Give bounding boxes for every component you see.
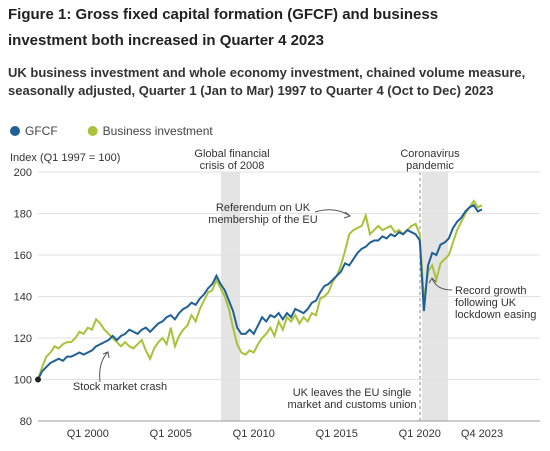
legend-swatch [87, 126, 98, 136]
annotation-arrow [428, 277, 437, 284]
legend-label: GFCF [25, 124, 58, 138]
annotation: lockdown easing [455, 309, 536, 321]
x-tick-label: Q1 2005 [150, 428, 192, 440]
x-tick-label: Q1 2000 [67, 428, 109, 440]
annotation: pandemic [406, 160, 454, 172]
x-tick-label: Q1 2015 [316, 428, 358, 440]
annotation: Global financial [194, 148, 269, 160]
legend-swatch [10, 126, 20, 136]
annotation-arrow [99, 351, 109, 383]
annotation: following UK [455, 297, 517, 309]
annotation-arrow [102, 351, 110, 359]
annotation: Referendum on UK [216, 202, 311, 214]
annotation-arrow [431, 277, 453, 291]
y-tick-label: 140 [14, 292, 32, 304]
annotation: Coronavirus [400, 148, 460, 160]
annotation: Stock market crash [73, 381, 167, 393]
x-tick-label: Q1 2020 [399, 428, 441, 440]
annotation-arrow [314, 209, 351, 217]
annotation: Record growth [455, 285, 527, 297]
x-tick-label: Q4 2023 [461, 428, 503, 440]
y-tick-label: 200 [14, 167, 32, 179]
y-tick-label: 160 [14, 250, 32, 262]
annotation: UK leaves the EU single [293, 387, 412, 399]
series-line [37, 203, 483, 380]
x-tick-label: Q1 2010 [233, 428, 275, 440]
annotation-arrow [343, 211, 352, 219]
series-line [37, 199, 483, 380]
chart-subtitle: UK business investment and whole economy… [8, 65, 526, 98]
legend-label: Business investment [103, 124, 214, 138]
y-tick-label: 180 [14, 209, 32, 221]
y-tick-label: 120 [14, 333, 32, 345]
base-point [35, 376, 41, 383]
y-axis-label: Index (Q1 1997 = 100) [10, 152, 120, 164]
annotation: membership of the EU [208, 214, 317, 226]
annotation: crisis of 2008 [200, 160, 265, 172]
y-tick-label: 80 [20, 416, 32, 428]
annotation: market and customs union [287, 399, 416, 411]
y-tick-label: 100 [14, 375, 32, 387]
chart-title: Figure 1: Gross fixed capital formation … [8, 6, 439, 49]
